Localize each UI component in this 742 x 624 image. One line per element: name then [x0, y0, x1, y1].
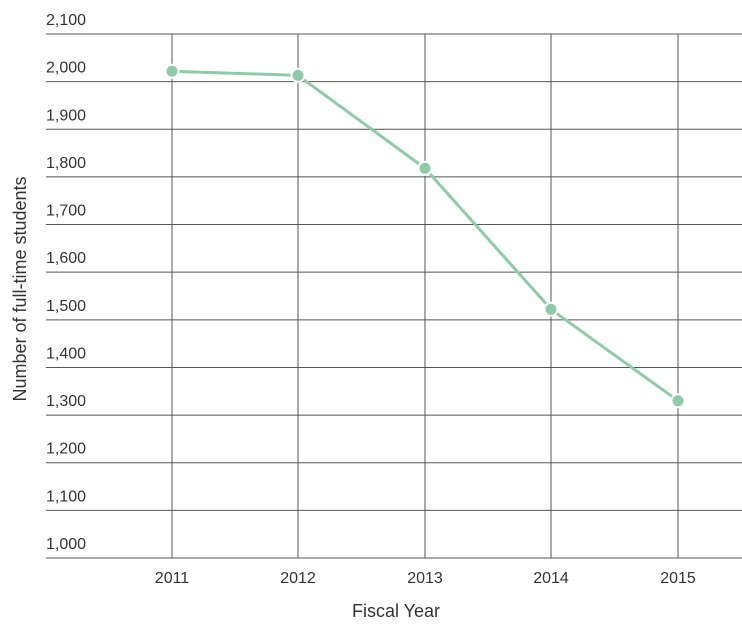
- x-tick-label: 2012: [280, 570, 316, 587]
- data-point[interactable]: [417, 160, 433, 176]
- x-axis-title: Fiscal Year: [352, 601, 440, 621]
- y-axis-ticks: 1,000 1,100 1,200 1,300 1,400 1,500 1,600 1,700…: [46, 12, 86, 553]
- data-point[interactable]: [670, 393, 686, 409]
- x-axis-ticks: 2011 2012 2013 2014 2015: [155, 570, 696, 587]
- y-tick-label: 1,000: [46, 536, 86, 553]
- y-axis-title: Number of full-time students: [10, 176, 30, 401]
- data-point[interactable]: [543, 301, 559, 317]
- data-point[interactable]: [164, 63, 180, 79]
- y-tick-label: 1,300: [46, 393, 86, 410]
- y-tick-label: 1,100: [46, 488, 86, 505]
- y-tick-label: 1,800: [46, 155, 86, 172]
- y-tick-label: 1,200: [46, 441, 86, 458]
- y-tick-label: 1,400: [46, 345, 86, 362]
- y-tick-label: 1,600: [46, 250, 86, 267]
- x-tick-label: 2015: [660, 570, 696, 587]
- y-tick-label: 1,900: [46, 107, 86, 124]
- x-tick-label: 2013: [407, 570, 443, 587]
- data-point[interactable]: [290, 67, 306, 83]
- y-tick-label: 1,500: [46, 298, 86, 315]
- y-tick-label: 1,700: [46, 203, 86, 220]
- x-tick-label: 2014: [533, 570, 569, 587]
- x-tick-label: 2011: [155, 570, 190, 587]
- y-tick-label: 2,000: [46, 60, 86, 77]
- grid: [46, 33, 742, 559]
- y-tick-label: 2,100: [46, 12, 86, 29]
- series: [164, 63, 686, 409]
